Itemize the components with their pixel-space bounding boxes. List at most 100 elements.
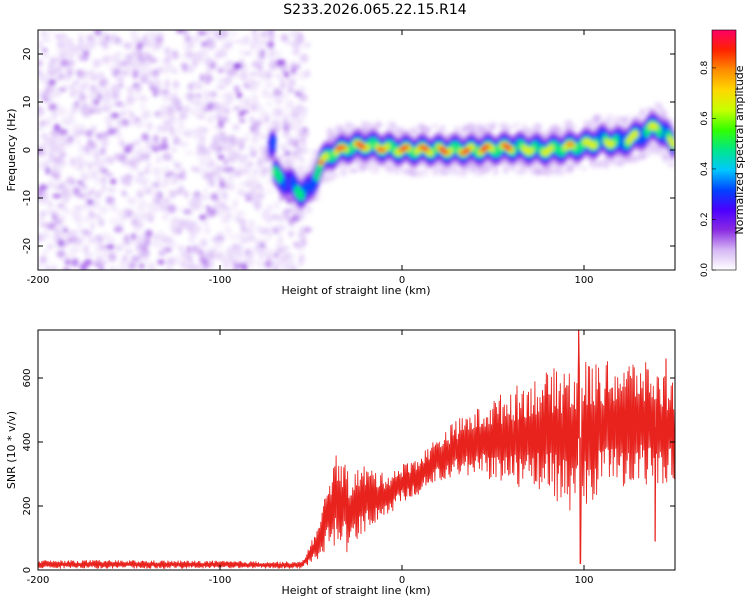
- noise-speckle: [161, 89, 170, 96]
- spectrogram-y-ticks: -20 -10 0 10 20: [22, 48, 675, 254]
- noise-speckle: [291, 35, 301, 40]
- snr-y-ticks: 0 200 400 600: [22, 368, 675, 573]
- noise-speckle: [38, 261, 43, 270]
- noise-speckle: [171, 159, 178, 164]
- y-tick-label: -10: [22, 190, 33, 206]
- noise-speckle: [162, 235, 172, 245]
- y-tick-label: 400: [22, 432, 33, 451]
- noise-speckle: [197, 249, 204, 255]
- noise-speckle: [131, 49, 141, 58]
- noise-speckle: [155, 68, 160, 76]
- halo-speckle: [432, 123, 439, 129]
- halo-speckle: [639, 154, 646, 161]
- noise-speckle: [101, 31, 108, 36]
- halo-speckle: [423, 127, 430, 132]
- noise-speckle: [231, 151, 242, 160]
- noise-speckle: [217, 119, 224, 129]
- noise-speckle: [130, 255, 140, 262]
- noise-speckle: [260, 36, 268, 43]
- noise-speckle: [41, 53, 50, 58]
- noise-speckle: [300, 116, 306, 121]
- noise-speckle: [102, 54, 112, 64]
- noise-speckle: [42, 230, 50, 240]
- noise-speckle: [291, 41, 301, 48]
- noise-speckle: [247, 181, 258, 190]
- noise-speckle: [167, 204, 177, 214]
- noise-speckle: [230, 70, 238, 76]
- noise-speckle: [280, 153, 288, 159]
- noise-speckle: [191, 97, 197, 106]
- noise-speckle: [226, 157, 237, 164]
- noise-speckle: [39, 255, 47, 264]
- noise-speckle: [47, 243, 52, 251]
- noise-speckle: [179, 115, 188, 120]
- noise-speckle: [299, 53, 309, 63]
- ridge-mark: [669, 140, 675, 148]
- noise-speckle: [105, 196, 115, 205]
- halo-speckle: [604, 160, 609, 169]
- noise-speckle: [94, 175, 100, 186]
- y-tick-label: 10: [22, 96, 33, 109]
- noise-speckle: [238, 181, 248, 186]
- noise-speckle: [291, 214, 301, 223]
- noise-speckle: [294, 154, 305, 162]
- noise-speckle: [120, 176, 130, 185]
- noise-speckle: [183, 44, 190, 52]
- noise-speckle: [132, 152, 140, 159]
- noise-speckle: [128, 112, 136, 118]
- noise-speckle: [237, 188, 245, 197]
- colorbar-tick-label: 0.2: [700, 212, 710, 226]
- noise-speckle: [130, 197, 137, 206]
- noise-speckle: [174, 174, 183, 179]
- noise-speckle: [73, 80, 79, 86]
- noise-speckle: [184, 35, 192, 42]
- noise-speckle: [48, 103, 58, 112]
- noise-speckle: [133, 139, 141, 146]
- noise-speckle: [260, 72, 268, 81]
- halo-speckle: [344, 121, 350, 129]
- noise-speckle: [217, 154, 225, 160]
- ridge-mark: [590, 141, 598, 149]
- noise-speckle: [244, 101, 250, 108]
- noise-speckle: [278, 107, 288, 112]
- noise-speckle: [170, 175, 176, 185]
- noise-speckle: [266, 247, 273, 256]
- noise-speckle: [225, 99, 231, 107]
- noise-speckle: [230, 250, 236, 259]
- noise-speckle: [199, 73, 205, 83]
- noise-speckle: [162, 177, 170, 187]
- noise-speckle: [94, 158, 102, 167]
- noise-speckle: [40, 133, 49, 139]
- noise-speckle: [99, 244, 106, 250]
- noise-speckle: [181, 63, 189, 73]
- noise-speckle: [79, 82, 87, 91]
- noise-speckle: [58, 87, 67, 92]
- halo-speckle: [583, 120, 591, 127]
- noise-speckle: [98, 79, 106, 88]
- noise-speckle: [203, 126, 209, 135]
- noise-speckle: [78, 163, 84, 172]
- noise-speckle: [219, 50, 228, 58]
- noise-speckle: [238, 99, 246, 108]
- noise-speckle: [297, 230, 307, 239]
- noise-speckle: [46, 116, 55, 121]
- noise-speckle: [238, 218, 247, 226]
- noise-speckle: [207, 102, 214, 111]
- noise-speckle: [43, 197, 49, 204]
- noise-speckle: [157, 259, 166, 265]
- noise-speckle: [38, 184, 49, 191]
- noise-speckle: [64, 259, 71, 266]
- noise-speckle: [294, 120, 300, 131]
- noise-speckle: [156, 154, 161, 165]
- colorbar-tick-label: 0.0: [700, 263, 710, 278]
- halo-speckle: [534, 167, 544, 176]
- noise-speckle: [109, 64, 116, 73]
- noise-speckle: [220, 102, 227, 109]
- noise-speckle: [109, 217, 119, 225]
- noise-speckle: [228, 180, 234, 189]
- noise-speckle: [115, 131, 123, 141]
- noise-speckle: [280, 245, 290, 252]
- noise-speckle: [136, 194, 143, 200]
- halo-speckle: [295, 167, 301, 175]
- noise-speckle: [297, 86, 307, 93]
